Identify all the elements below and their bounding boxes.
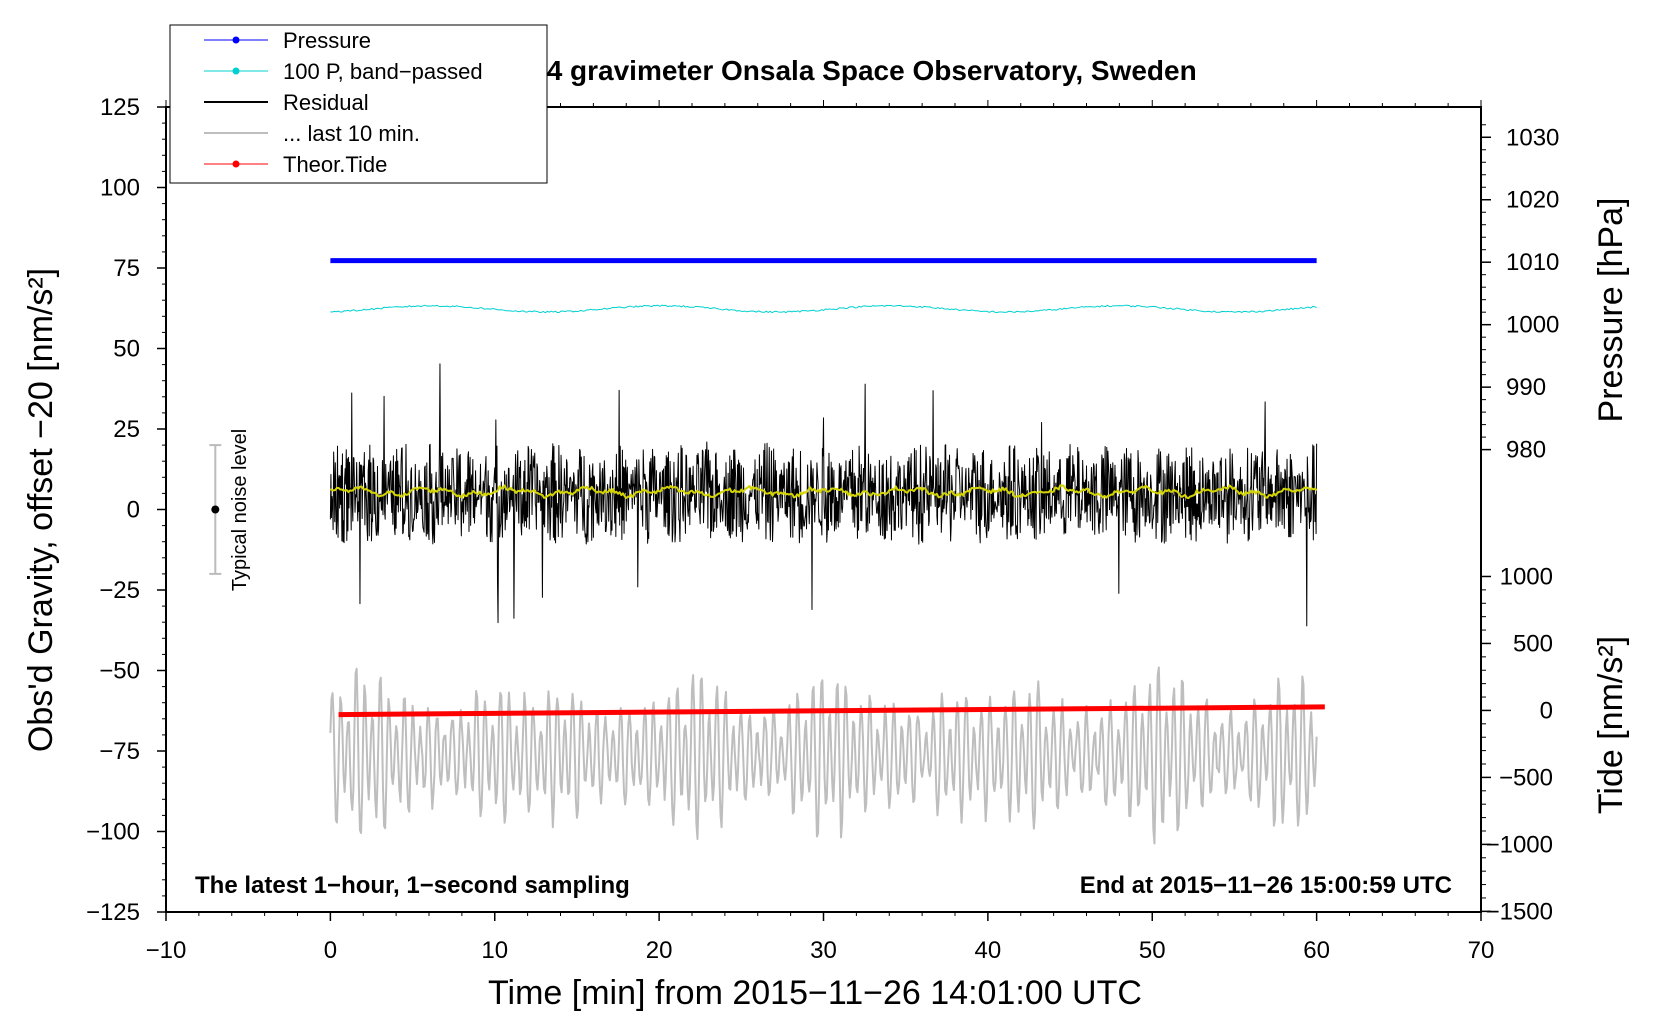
pressure-tick-label: 1000 (1506, 312, 1559, 339)
y-tick-label: −25 (99, 577, 140, 604)
x-tick-label: 0 (324, 937, 337, 964)
x-axis-title: Time [min] from 2015−11−26 14:01:00 UTC (488, 974, 1142, 1012)
x-tick-label: 50 (1139, 937, 1166, 964)
legend-label: Residual (283, 90, 369, 115)
series-layer (329, 258, 1325, 845)
noise-level-label: Typical noise level (229, 429, 251, 591)
x-tick-label: 60 (1303, 937, 1330, 964)
last-10-min-line (329, 666, 1318, 845)
noise-center-dot (211, 505, 220, 514)
x-tick-label: 20 (646, 937, 673, 964)
y-tick-label: 25 (113, 416, 140, 443)
legend-label: Theor.Tide (283, 152, 387, 177)
tide-tick-label: −1000 (1486, 831, 1553, 858)
x-axis: −10 0 10 20 30 40 50 60 70 (146, 100, 1495, 964)
chart-title: SCG_054 gravimeter Onsala Space Observat… (439, 55, 1196, 86)
pressure-tick-label: 980 (1506, 437, 1546, 464)
pressure-tick-label: 990 (1506, 374, 1546, 401)
y-tick-label: 125 (100, 94, 140, 121)
legend-marker (232, 36, 240, 44)
tide-axis: 1000 500 0 −500 −1000 −1500 (1481, 563, 1553, 925)
pressure-tick-label: 1010 (1506, 249, 1559, 276)
x-tick-label: 40 (975, 937, 1002, 964)
legend: Pressure 100 P, band−passed Residual ... la… (169, 24, 548, 184)
tide-tick-label: 0 (1540, 697, 1553, 724)
y-axis-title: Obs'd Gravity, offset −20 [nm/s²] (22, 268, 60, 752)
x-tick-label: 10 (481, 937, 508, 964)
tide-tick-label: 500 (1513, 630, 1553, 657)
x-tick-label: 70 (1468, 937, 1495, 964)
annotation-sampling: The latest 1−hour, 1−second sampling (195, 872, 630, 899)
y-axis-left: 125 100 75 50 25 0 −25 −50 −75 −100 −125 (86, 94, 166, 926)
y-tick-label: −100 (86, 819, 140, 846)
noise-marker (209, 444, 222, 575)
tide-tick-label: 1000 (1500, 563, 1553, 590)
x-tick-label: 30 (810, 937, 837, 964)
pressure-axis-title: Pressure [hPa] (1592, 198, 1630, 423)
pressure-tick-label: 1020 (1506, 187, 1559, 214)
x-tick-label: −10 (146, 937, 187, 964)
legend-marker (232, 67, 240, 75)
band-passed-pressure-line (330, 304, 1317, 314)
residual-line (329, 363, 1318, 627)
pressure-tick-label: 1030 (1506, 124, 1559, 151)
tide-tick-label: −1500 (1486, 898, 1553, 925)
y-tick-label: −50 (99, 658, 140, 685)
legend-label: Pressure (283, 28, 371, 53)
y-tick-label: 100 (100, 175, 140, 202)
tide-tick-label: −500 (1499, 764, 1553, 791)
theor-tide-line (338, 704, 1325, 718)
y-tick-label: 0 (127, 497, 140, 524)
residual-smoothed-line (329, 484, 1318, 500)
legend-box (169, 24, 548, 184)
legend-label: ... last 10 min. (283, 121, 420, 146)
annotation-end-time: End at 2015−11−26 15:00:59 UTC (1080, 872, 1452, 899)
legend-label: 100 P, band−passed (283, 59, 483, 84)
y-tick-label: −125 (86, 899, 140, 926)
y-tick-label: 75 (113, 255, 140, 282)
tide-axis-title: Tide [nm/s²] (1592, 636, 1630, 814)
legend-marker (232, 160, 240, 168)
y-tick-label: 50 (113, 336, 140, 363)
y-tick-label: −75 (99, 738, 140, 765)
pressure-axis: 1030 1020 1010 1000 990 980 (1481, 124, 1559, 464)
